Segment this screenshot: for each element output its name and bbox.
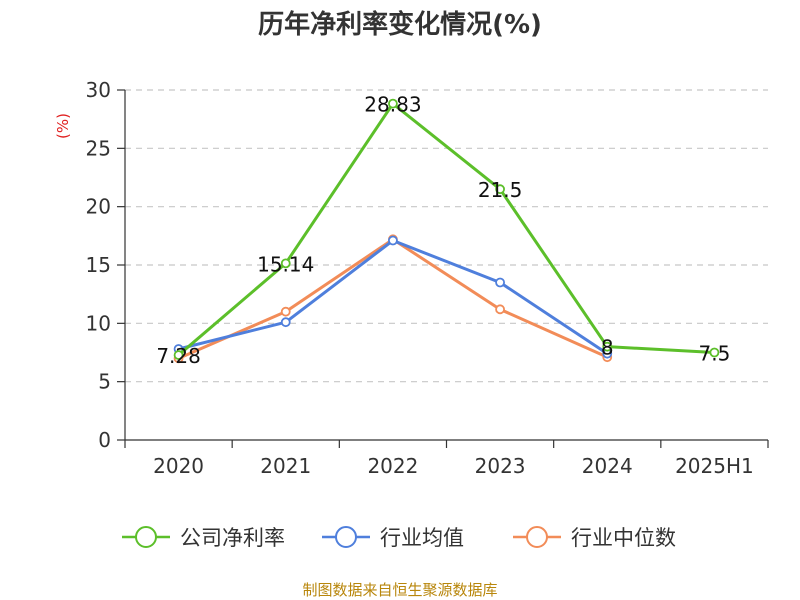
series-line-0 bbox=[177, 102, 715, 357]
axes: 0 5 10 15 20 25 30 2020 2021 2022 2023 2024 2025H1 bbox=[86, 78, 769, 478]
data-labels: 7.28 15.14 28.83 21.5 8 7.5 bbox=[156, 93, 730, 368]
x-tick-label: 2023 bbox=[475, 454, 526, 478]
legend-marker bbox=[526, 526, 548, 548]
data-point bbox=[388, 98, 398, 109]
x-tick-label: 2020 bbox=[153, 454, 204, 478]
y-tick-label: 20 bbox=[86, 195, 111, 219]
data-label: 7.5 bbox=[699, 342, 731, 366]
data-point bbox=[495, 184, 505, 195]
source-caption: 制图数据来自恒生聚源数据库 bbox=[302, 581, 497, 599]
legend-label: 行业均值 bbox=[380, 526, 464, 550]
y-tick-label: 10 bbox=[86, 311, 111, 335]
data-point bbox=[495, 277, 505, 288]
y-tick-label: 25 bbox=[86, 136, 111, 160]
series-line-1 bbox=[178, 239, 609, 355]
y-tick-label: 5 bbox=[98, 370, 111, 394]
data-point bbox=[280, 258, 291, 269]
legend-marker bbox=[135, 526, 157, 548]
legend-marker bbox=[335, 526, 357, 548]
x-tick-label: 2022 bbox=[367, 454, 418, 478]
y-axis-unit-label: (%) bbox=[54, 113, 72, 139]
chart-title: 历年净利率变化情况(%) bbox=[258, 9, 542, 40]
series-layer bbox=[173, 98, 720, 364]
data-label: 21.5 bbox=[478, 178, 523, 202]
data-label: 15.14 bbox=[257, 252, 314, 276]
data-point bbox=[602, 341, 613, 352]
data-label: 7.28 bbox=[156, 344, 201, 368]
legend-label: 公司净利率 bbox=[180, 526, 285, 550]
grid-lines bbox=[125, 89, 768, 383]
y-tick-label: 30 bbox=[86, 78, 111, 102]
y-tick-label: 15 bbox=[86, 253, 111, 277]
x-tick-label: 2021 bbox=[260, 454, 311, 478]
data-point bbox=[280, 317, 291, 328]
data-point bbox=[709, 347, 720, 358]
legend-label: 行业中位数 bbox=[571, 526, 676, 550]
data-point bbox=[280, 306, 291, 317]
x-tick-label: 2025H1 bbox=[675, 454, 754, 478]
x-tick-label: 2024 bbox=[582, 454, 633, 478]
y-tick-label: 0 bbox=[98, 428, 111, 452]
data-point bbox=[388, 235, 398, 246]
data-label: 28.83 bbox=[364, 93, 421, 117]
data-label: 8 bbox=[601, 336, 614, 360]
data-point bbox=[173, 350, 184, 360]
legend: 公司净利率 行业均值 行业中位数 bbox=[122, 526, 676, 550]
data-point bbox=[495, 304, 505, 315]
